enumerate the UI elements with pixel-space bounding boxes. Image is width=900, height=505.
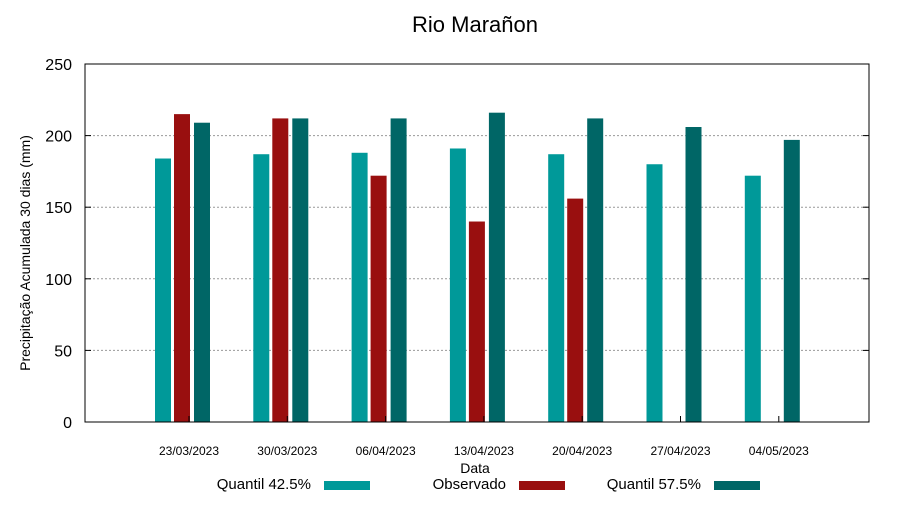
bar-quantil-57-5- [194, 122, 210, 422]
bar-observado [272, 118, 289, 422]
bar-quantil-57-5- [685, 127, 702, 423]
bar-observado [468, 221, 485, 422]
bar-quantil-42-5- [548, 154, 565, 422]
y-tick-label: 50 [54, 343, 72, 360]
y-tick-label: 0 [63, 415, 72, 432]
x-tick-label: 20/04/2023 [552, 444, 612, 458]
bar-quantil-57-5- [783, 139, 800, 422]
bar-quantil-42-5- [351, 152, 368, 422]
bar-observado [174, 114, 190, 423]
bar-quantil-57-5- [488, 112, 505, 423]
x-tick-label: 23/03/2023 [159, 444, 219, 458]
bar-observado [567, 198, 584, 422]
bar-quantil-42-5- [744, 175, 761, 422]
legend-label: Quantil 57.5% [607, 476, 701, 493]
y-tick-label: 150 [45, 200, 72, 217]
bar-quantil-57-5- [390, 118, 407, 422]
legend-swatch [324, 481, 370, 490]
y-tick-label: 200 [45, 129, 72, 146]
x-tick-label: 06/04/2023 [356, 444, 416, 458]
legend-label: Observado [433, 476, 506, 493]
chart-title: Rio Marañon [412, 12, 538, 37]
legend-swatch [714, 481, 760, 490]
bar-quantil-57-5- [292, 118, 309, 422]
x-tick-label: 30/03/2023 [257, 444, 317, 458]
y-tick-label: 100 [45, 272, 72, 289]
bar-quantil-57-5- [587, 118, 604, 422]
plot-border [84, 63, 870, 423]
legend-label: Quantil 42.5% [217, 476, 311, 493]
x-tick-label: 27/04/2023 [650, 444, 710, 458]
y-tick-label: 250 [45, 57, 72, 74]
bar-quantil-42-5- [155, 158, 171, 422]
bar-quantil-42-5- [449, 148, 466, 422]
x-tick-label: 13/04/2023 [454, 444, 514, 458]
bar-quantil-42-5- [253, 154, 270, 422]
bar-quantil-42-5- [646, 164, 663, 423]
x-axis-label: Data [460, 460, 490, 476]
legend-swatch [519, 481, 565, 490]
bar-observado [370, 175, 387, 422]
y-axis-label: Precipitação Acumulada 30 dias (mm) [17, 135, 33, 371]
x-tick-label: 04/05/2023 [749, 444, 809, 458]
